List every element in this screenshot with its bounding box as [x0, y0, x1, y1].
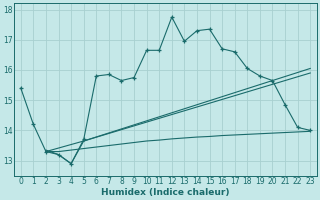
X-axis label: Humidex (Indice chaleur): Humidex (Indice chaleur) [101, 188, 230, 197]
